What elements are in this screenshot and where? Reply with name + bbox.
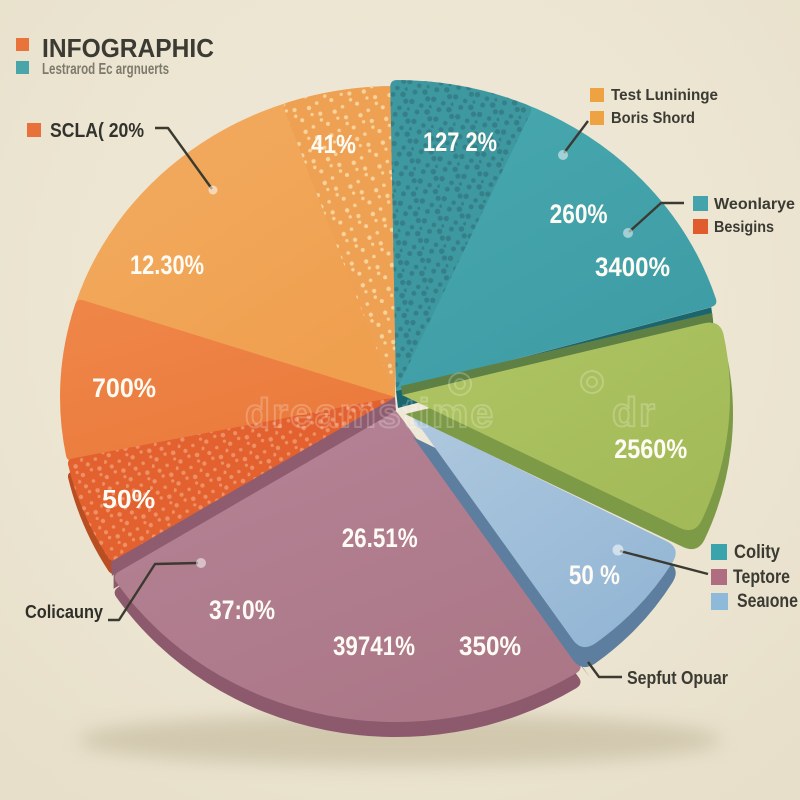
svg-text:37:0%: 37:0% <box>209 595 275 625</box>
svg-text:50%: 50% <box>102 484 155 514</box>
svg-text:dreamstime: dreamstime <box>245 390 495 436</box>
svg-text:39741%: 39741% <box>333 631 415 661</box>
svg-text:Sepfut Opuar: Sepfut Opuar <box>627 668 728 688</box>
svg-text:Besigins: Besigins <box>714 219 774 236</box>
svg-text:Seaıone: Seaıone <box>737 591 798 612</box>
svg-text:Colicauny: Colicauny <box>25 602 103 622</box>
svg-text:127 2%: 127 2% <box>423 127 497 157</box>
svg-text:Colity: Colity <box>734 542 780 563</box>
svg-text:260%: 260% <box>550 199 608 229</box>
svg-text:2560%: 2560% <box>614 434 687 464</box>
svg-text:41%: 41% <box>311 129 356 159</box>
svg-text:Weonlarye: Weonlarye <box>714 196 795 213</box>
svg-text:INFOGRAPHIC: INFOGRAPHIC <box>42 33 214 63</box>
svg-text:26.51%: 26.51% <box>342 523 418 553</box>
svg-text:700%: 700% <box>92 373 156 403</box>
svg-text:dr: dr <box>612 389 657 435</box>
svg-text:Lestrarod Ec argnuerts: Lestrarod Ec argnuerts <box>42 61 169 78</box>
svg-text:Test Lunininge: Test Lunininge <box>611 87 718 104</box>
svg-text:Boris Shord: Boris Shord <box>611 110 695 127</box>
svg-text:SCLA( 20%: SCLA( 20% <box>50 120 144 142</box>
svg-text:Teptore: Teptore <box>733 567 790 588</box>
svg-text:3400%: 3400% <box>595 252 670 282</box>
svg-text:350%: 350% <box>459 631 521 661</box>
svg-text:50 %: 50 % <box>569 560 620 590</box>
svg-text:12.30%: 12.30% <box>130 250 204 280</box>
